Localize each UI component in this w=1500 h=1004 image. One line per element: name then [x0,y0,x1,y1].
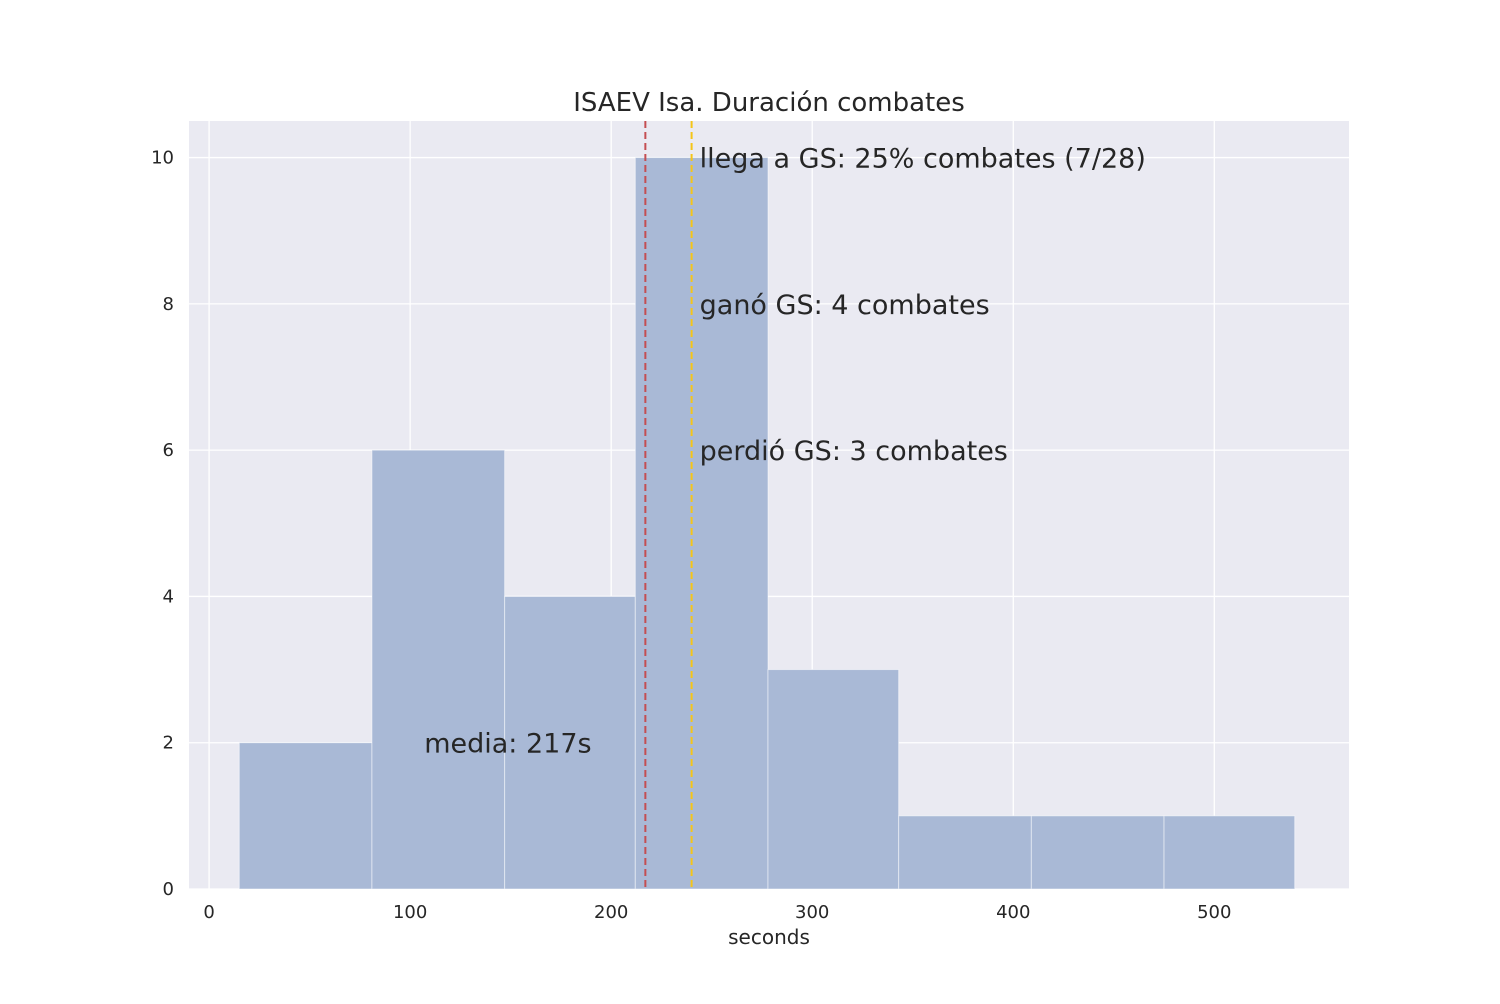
y-tick-label-1: 2 [163,733,174,754]
x-tick-label-3: 300 [795,902,829,923]
histogram-bar-3 [634,157,769,890]
y-tick-label-3: 6 [163,440,174,461]
histogram-bar-5 [898,815,1032,890]
histogram-bar-6 [1030,815,1165,890]
annotation-1: ganó GS: 4 combates [700,290,990,321]
y-tick-label-5: 10 [151,148,174,169]
x-tick-label-2: 200 [594,902,628,923]
y-tick-label-0: 0 [163,879,174,900]
y-tick-label-2: 4 [163,586,174,607]
annotations: llega a GS: 25% combates (7/28) ganó GS: … [424,144,1146,760]
histogram-bar-7 [1163,815,1296,890]
annotation-2: perdió GS: 3 combates [700,436,1008,467]
x-tick-label-0: 0 [203,902,214,923]
y-tick-labels: 0 2 4 6 8 10 [151,148,174,900]
annotation-3: media: 217s [424,729,591,760]
histogram-bar-1 [371,449,506,890]
x-tick-label-1: 100 [393,902,427,923]
histogram-bar-0 [238,742,373,890]
reference-lines [644,121,693,889]
x-axis-label: seconds [728,925,810,949]
x-tick-labels: 0 100 200 300 400 500 [203,902,1231,923]
histogram-bar-4 [767,669,900,890]
annotation-0: llega a GS: 25% combates (7/28) [700,144,1146,175]
histogram-bars [238,157,1296,890]
chart-title: ISAEV Isa. Duración combates [573,88,965,118]
histogram-bar-2 [504,595,636,890]
x-tick-label-5: 500 [1197,902,1231,923]
x-tick-label-4: 400 [996,902,1030,923]
y-tick-label-4: 8 [163,294,174,315]
